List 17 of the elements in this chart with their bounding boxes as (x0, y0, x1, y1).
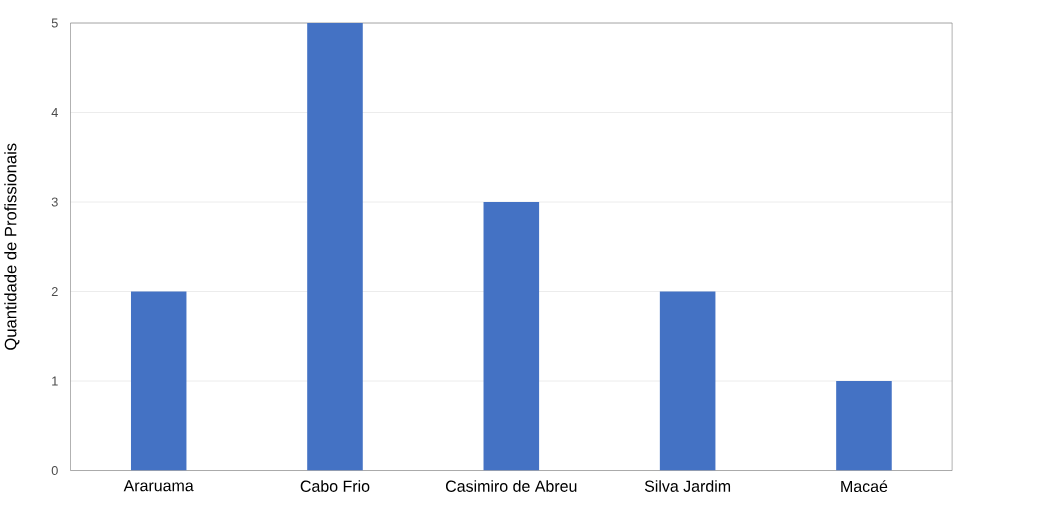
y-tick-label: 2 (51, 287, 58, 297)
y-tick-label: 1 (52, 376, 58, 386)
y-axis-title: Quantidade de Profissionais (4, 143, 20, 350)
x-tick-label: Macaé (841, 480, 888, 493)
x-tick-label: Casimiro de Abreu (445, 480, 577, 492)
bar (130, 291, 187, 471)
bar (307, 23, 363, 471)
x-tick-label: Cabo Frio (300, 480, 370, 492)
bar (483, 202, 540, 471)
bar (659, 291, 716, 471)
x-tick-label: Araruama (123, 480, 194, 492)
y-tick-label: 3 (51, 197, 58, 207)
x-tick-label: Silva Jardim (644, 480, 731, 492)
y-tick-label: 5 (51, 18, 58, 28)
y-tick-label: 0 (51, 466, 58, 476)
y-tick-label: 4 (51, 108, 58, 118)
bar (836, 381, 892, 471)
